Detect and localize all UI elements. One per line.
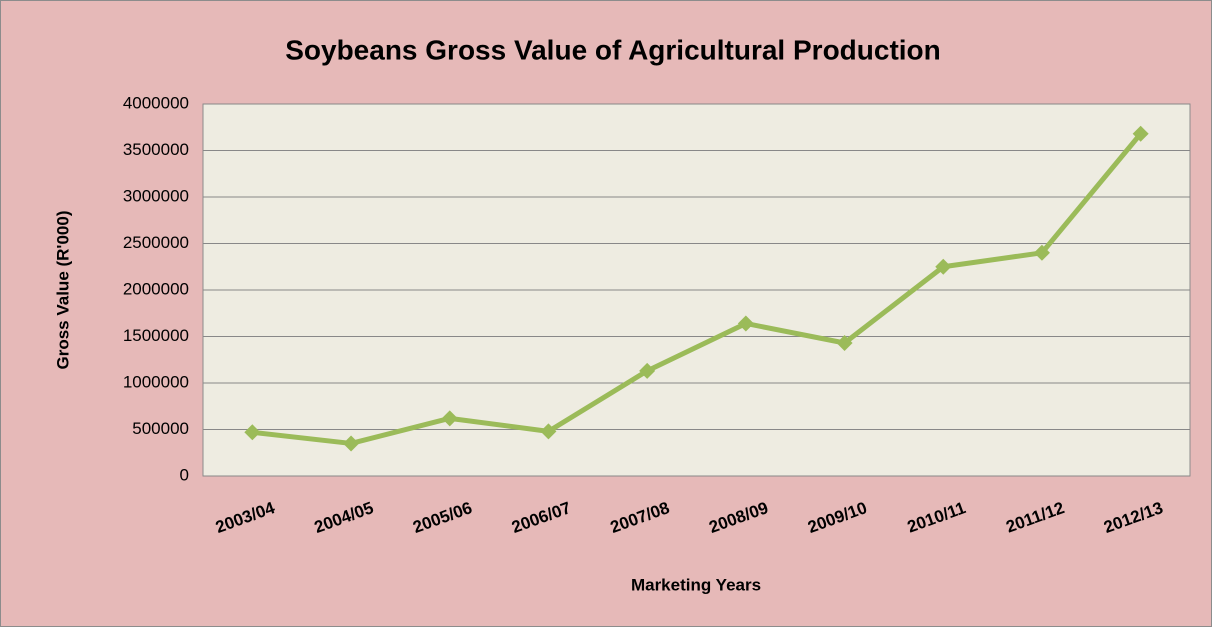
y-tick-label: 1000000 — [123, 372, 189, 391]
y-tick-label: 1500000 — [123, 326, 189, 345]
y-tick-label: 3500000 — [123, 140, 189, 159]
y-tick-label: 2500000 — [123, 233, 189, 252]
y-tick-label: 2000000 — [123, 279, 189, 298]
data-line — [252, 132, 1143, 446]
data-marker — [1033, 244, 1050, 261]
y-axis-label: Gross Value (R'000) — [53, 210, 72, 369]
x-axis-label: Marketing Years — [631, 575, 761, 594]
y-tick-label: 4000000 — [123, 93, 189, 112]
chart-title: Soybeans Gross Value of Agricultural Pro… — [285, 34, 941, 65]
data-marker — [1132, 125, 1149, 142]
y-tick-label: 500000 — [132, 419, 189, 438]
data-marker — [935, 258, 952, 275]
y-tick-label: 0 — [180, 465, 189, 484]
data-marker — [737, 315, 754, 332]
data-marker — [540, 423, 557, 440]
data-marker — [343, 435, 360, 452]
data-marker — [244, 424, 261, 441]
data-marker — [836, 335, 853, 352]
data-marker — [441, 410, 458, 427]
data-marker — [639, 362, 656, 379]
y-tick-label: 3000000 — [123, 186, 189, 205]
